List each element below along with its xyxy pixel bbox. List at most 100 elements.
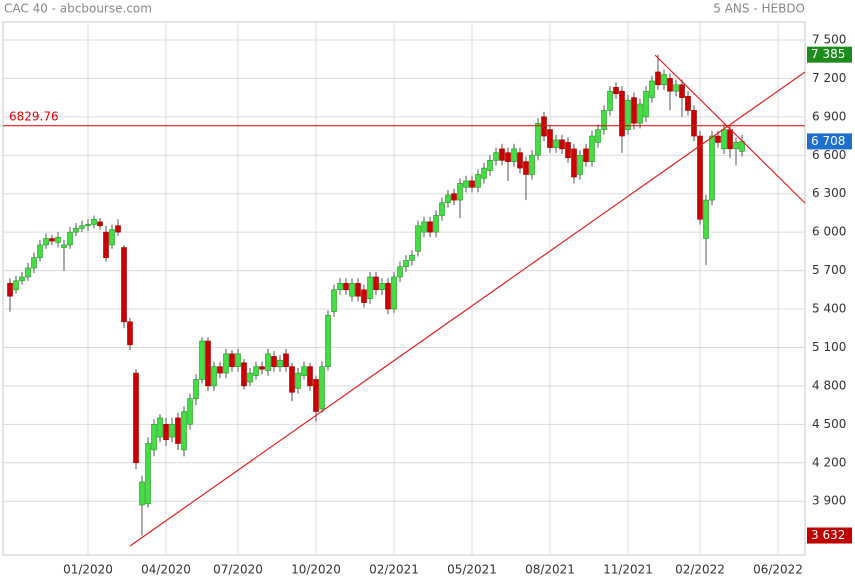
candle-body	[415, 225, 421, 252]
candle-body	[721, 129, 727, 150]
candle-body	[697, 135, 703, 220]
candle-body	[343, 283, 349, 291]
candle-body	[493, 152, 499, 161]
y-tick-label: 5 400	[812, 302, 846, 316]
x-tick-label: 05/2021	[447, 563, 497, 577]
price-marker	[807, 133, 852, 150]
candle-body	[121, 247, 127, 323]
candle-body	[505, 152, 511, 162]
candle-body	[193, 379, 199, 399]
y-tick-label: 7 200	[812, 71, 846, 85]
candle-body	[127, 321, 133, 346]
chart-title: CAC 40 - abcbourse.com	[4, 2, 152, 16]
candle-body	[247, 372, 253, 383]
candle-body	[649, 80, 655, 98]
candle-body	[427, 221, 433, 233]
candle-body	[733, 142, 739, 150]
candle-body	[577, 154, 583, 175]
candle-body	[601, 110, 607, 130]
candle-body	[217, 366, 223, 374]
candle-body	[625, 99, 631, 130]
price-marker-label: 7 385	[811, 47, 845, 61]
candle-body	[259, 366, 265, 370]
candle-body	[115, 225, 121, 233]
candle-body	[133, 372, 139, 464]
y-tick-label: 5 700	[812, 263, 846, 277]
candle-body	[403, 260, 409, 268]
candle-body	[631, 97, 637, 124]
candle-body	[301, 366, 307, 376]
candle-body	[25, 267, 31, 278]
trend-line	[654, 54, 806, 204]
candle-body	[469, 180, 475, 188]
candle-body	[37, 244, 43, 259]
candle-body	[295, 372, 301, 389]
candle-body	[643, 90, 649, 118]
candle-body	[271, 356, 277, 367]
candle-body	[355, 283, 361, 297]
candle-body	[673, 84, 679, 92]
candle-body	[265, 353, 271, 371]
candle-body	[19, 276, 25, 282]
candle-body	[157, 417, 163, 438]
x-tick-label: 07/2020	[213, 563, 263, 577]
candle-body	[457, 183, 463, 201]
plot-area	[2, 21, 806, 556]
candle-body	[499, 148, 505, 161]
candle-body	[367, 276, 373, 300]
candle-body	[241, 362, 247, 387]
candle-body	[175, 417, 181, 444]
candle-body	[661, 74, 667, 86]
candle-body	[433, 215, 439, 233]
x-tick-label: 04/2020	[141, 563, 191, 577]
price-marker-label: 3 632	[811, 528, 845, 542]
candle-body	[289, 366, 295, 393]
candle-body	[109, 229, 115, 246]
candle-body	[223, 353, 229, 374]
candle-body	[49, 238, 55, 242]
y-tick-label: 6 000	[812, 225, 846, 239]
candle-body	[529, 154, 535, 175]
candle-body	[685, 96, 691, 111]
candle-body	[97, 221, 103, 227]
overlay: 7 500 7 200 6 900 6 600 6 300 6 000 5 700 5 400…	[3, 32, 852, 577]
y-tick-label: 5 100	[812, 340, 846, 354]
candle-body	[703, 199, 709, 239]
candle-body	[85, 224, 91, 227]
candle-body	[313, 379, 319, 412]
candle-body	[655, 71, 661, 86]
candle-body	[331, 289, 337, 312]
candle-body	[439, 202, 445, 216]
candle-body	[283, 353, 289, 367]
candle-body	[565, 142, 571, 159]
candle-body	[349, 283, 355, 297]
candle-body	[583, 148, 589, 162]
candle-body	[517, 152, 523, 169]
candle-body	[589, 135, 595, 162]
candle-body	[163, 424, 169, 440]
candle-body	[253, 366, 259, 376]
x-tick-label: 11/2021	[603, 563, 653, 577]
chart-subtitle: 5 ANS - HEBDO	[713, 2, 805, 16]
candle-body	[553, 139, 559, 148]
level-label: 6829.76	[9, 109, 59, 123]
candle-body	[475, 174, 481, 188]
candle-body	[55, 236, 61, 243]
candle-body	[103, 231, 109, 259]
candle-body	[235, 353, 241, 367]
candle-body	[667, 78, 673, 92]
candle-body	[571, 148, 577, 178]
y-tick-label: 4 500	[812, 417, 846, 431]
candle-body	[487, 160, 493, 171]
candle-body	[445, 194, 451, 203]
candle-body	[715, 135, 721, 143]
x-tick-label: 10/2020	[291, 563, 341, 577]
candle-body	[385, 283, 391, 310]
candle-body	[187, 398, 193, 425]
trend-line	[129, 71, 806, 547]
candle-body	[211, 366, 217, 387]
candle-body	[481, 167, 487, 179]
candle-body	[151, 424, 157, 451]
